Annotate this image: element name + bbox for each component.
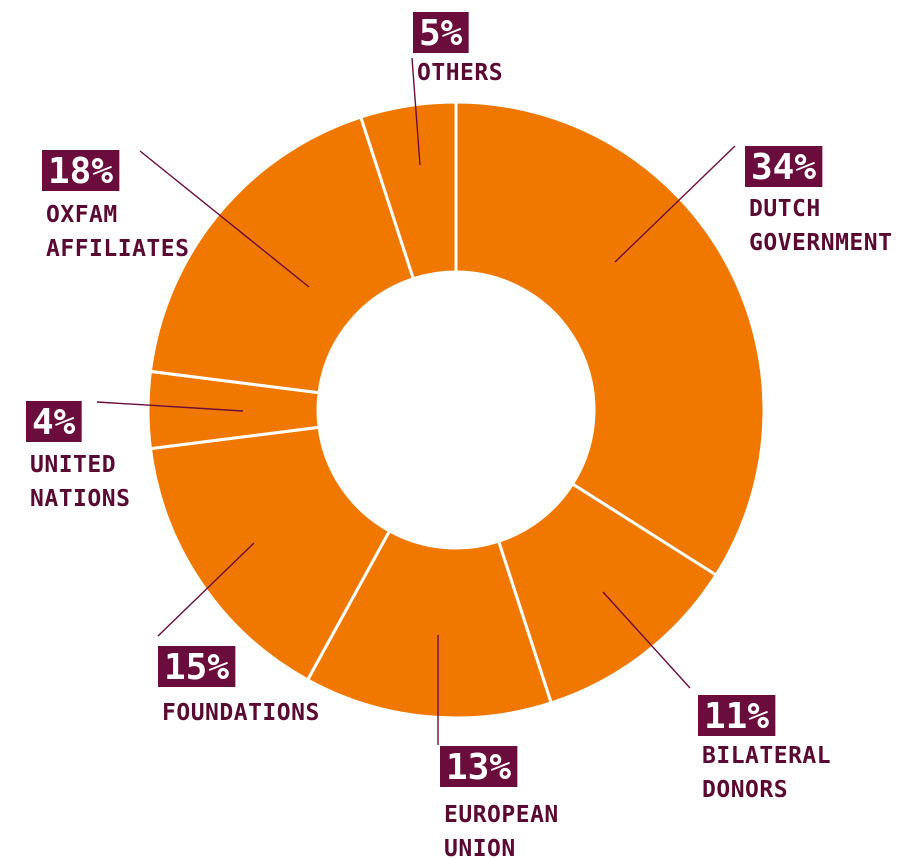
donut-slices	[146, 100, 766, 720]
slice-labels: 34% DUTCH GOVERNMENT 11% BILATERAL DONORS 13% E…	[26, 12, 892, 859]
leader-line	[157, 542, 255, 637]
slice-label: 13% EUROPEAN UNION	[440, 746, 559, 859]
category-label: UNITED	[30, 452, 116, 478]
category-label: FOUNDATIONS	[162, 700, 320, 726]
percent-label: 4%	[32, 402, 76, 443]
percent-box	[440, 746, 518, 787]
slice-label: 5% OTHERS	[413, 12, 503, 86]
donut-slice-foundations	[148, 425, 392, 682]
donut-slice-dutch-government	[454, 100, 766, 578]
donut-slice-bilateral-donors	[496, 481, 719, 705]
percent-box	[698, 695, 776, 736]
percent-label: 13%	[446, 747, 511, 788]
slice-label: 34% DUTCH GOVERNMENT	[745, 146, 892, 256]
category-label: AFFILIATES	[46, 236, 189, 262]
donut-slice-european-union	[305, 528, 554, 720]
category-label: DUTCH	[749, 196, 821, 222]
category-label: UNION	[444, 836, 516, 859]
percent-box	[26, 401, 82, 442]
category-label: OTHERS	[417, 60, 503, 86]
slice-label: 4% UNITED NATIONS	[26, 401, 130, 512]
category-label: DONORS	[702, 777, 788, 803]
leader-lines	[96, 57, 736, 745]
category-label: OXFAM	[46, 202, 118, 228]
percent-box	[745, 146, 823, 187]
donut-slice-others	[358, 100, 458, 281]
percent-label: 11%	[704, 696, 769, 737]
category-label: NATIONS	[30, 486, 130, 512]
leader-line	[96, 401, 244, 412]
percent-box	[42, 150, 120, 191]
percent-label: 15%	[164, 647, 229, 688]
percent-label: 34%	[751, 147, 816, 188]
category-label: GOVERNMENT	[749, 230, 892, 256]
slice-label: 18% OXFAM AFFILIATES	[42, 150, 189, 262]
slice-label: 11% BILATERAL DONORS	[698, 695, 831, 803]
leader-line	[139, 150, 310, 288]
leader-line	[614, 145, 736, 263]
percent-label: 18%	[48, 151, 113, 192]
leader-line	[602, 591, 691, 689]
leader-line	[411, 57, 421, 166]
percent-box	[413, 12, 469, 53]
percent-label: 5%	[419, 13, 463, 54]
donut-slice-oxfam-affiliates	[148, 115, 416, 395]
percent-box	[158, 646, 236, 687]
category-label: BILATERAL	[702, 743, 831, 769]
category-label: EUROPEAN	[444, 802, 559, 828]
slice-label: 15% FOUNDATIONS	[158, 646, 320, 726]
